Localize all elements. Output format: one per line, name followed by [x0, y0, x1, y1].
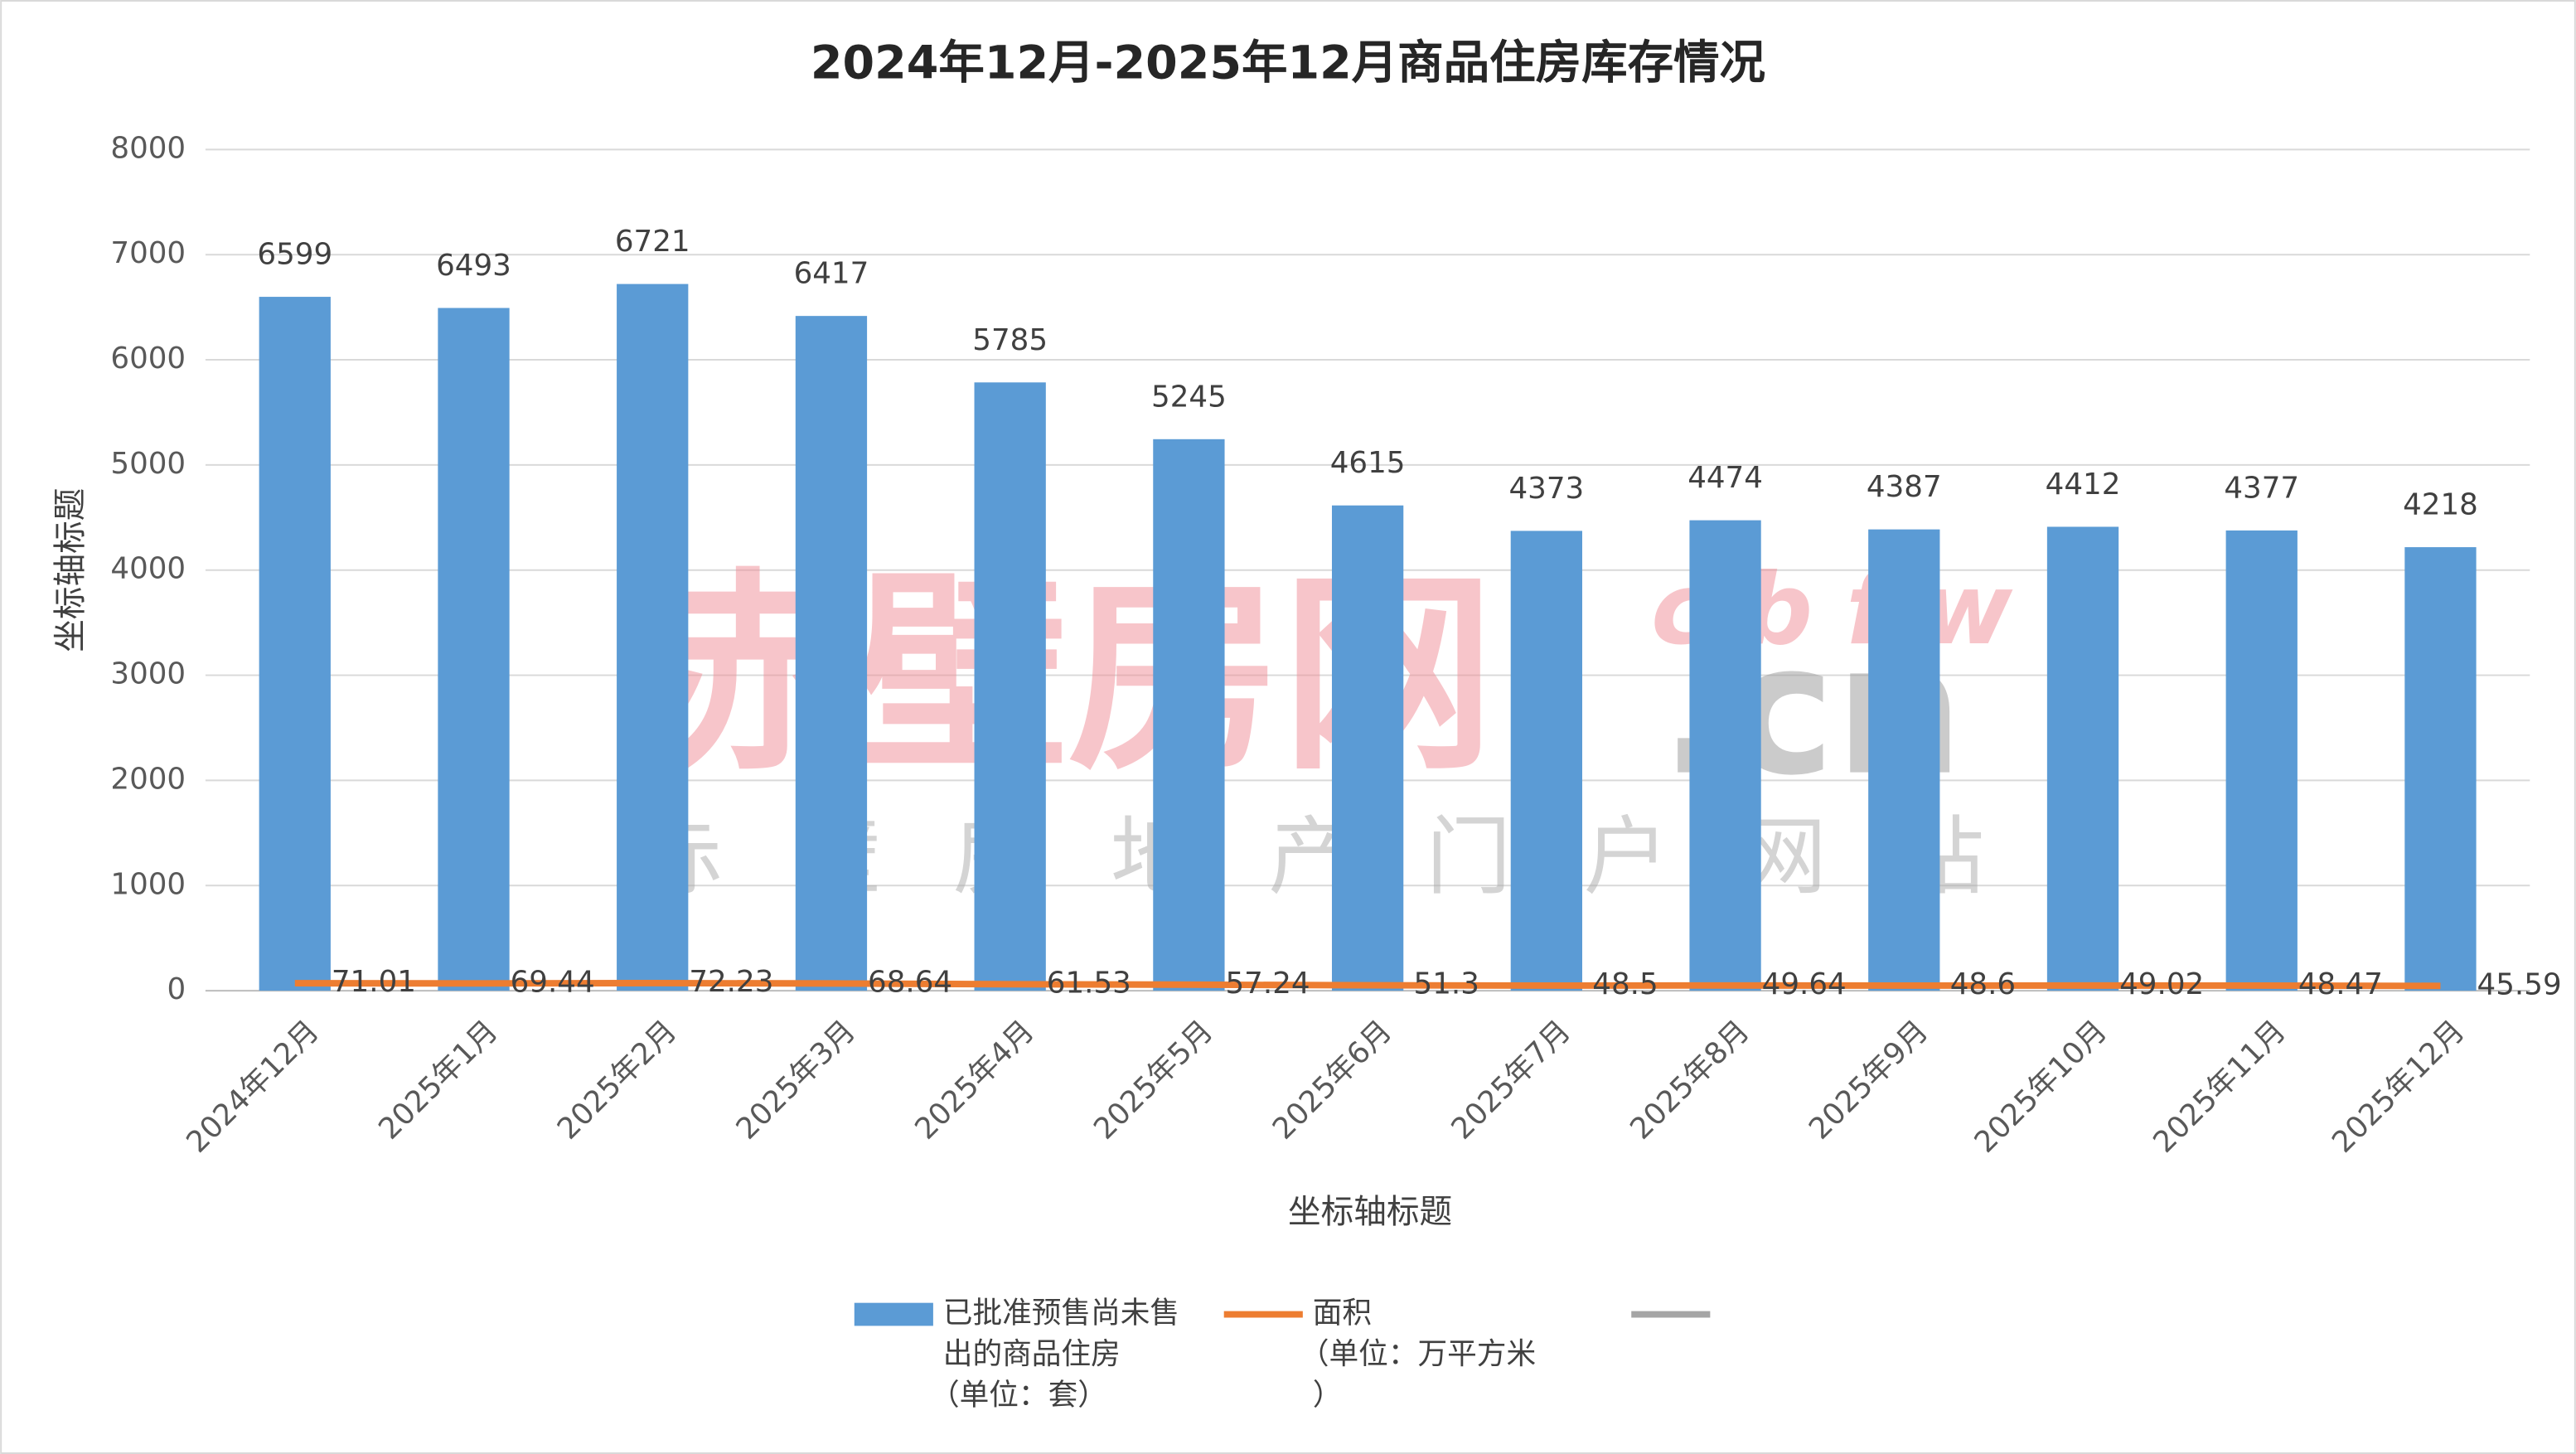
- bar: [1510, 531, 1582, 991]
- data-label: 48.47: [2298, 967, 2383, 1001]
- data-label: 71.01: [332, 965, 416, 999]
- data-label: 49.64: [1762, 967, 1847, 1001]
- data-label: 49.02: [2119, 967, 2204, 1001]
- data-label: 6493: [436, 249, 511, 283]
- data-label: 69.44: [511, 965, 595, 999]
- data-label: 4412: [2046, 468, 2121, 502]
- y-tick-label: 1000: [110, 867, 186, 901]
- data-label: 5245: [1151, 380, 1227, 414]
- data-label: 45.59: [2477, 967, 2562, 1001]
- bar: [1153, 439, 1225, 991]
- bar: [2225, 530, 2298, 991]
- legend-label: 已批准预售尚未售出的商品住房（单位：套）: [930, 1296, 1179, 1413]
- bar: [2404, 547, 2477, 991]
- data-label: 6721: [615, 225, 690, 259]
- bar: [438, 308, 510, 991]
- data-label: 72.23: [689, 965, 773, 999]
- y-tick-label: 7000: [110, 236, 186, 270]
- bar: [617, 284, 689, 991]
- line: [294, 979, 2441, 990]
- bar: [2046, 526, 2119, 991]
- bar: [259, 297, 331, 991]
- data-label: 4387: [1867, 470, 1942, 504]
- y-tick-label: 6000: [110, 342, 186, 376]
- data-label: 48.6: [1950, 967, 2016, 1001]
- data-label: 6417: [794, 257, 869, 291]
- bar: [974, 382, 1046, 991]
- y-tick-label: 0: [167, 972, 186, 1006]
- data-label: 4615: [1330, 446, 1406, 480]
- legend-label: 面积（单位：万平方米）: [1300, 1296, 1536, 1413]
- data-label: 4474: [1687, 461, 1763, 495]
- bar: [1331, 505, 1404, 991]
- y-tick-label: 8000: [110, 131, 186, 165]
- y-tick-label: 3000: [110, 657, 186, 691]
- data-label: 5785: [972, 323, 1048, 357]
- data-label: 4377: [2224, 471, 2299, 505]
- data-label: 4373: [1508, 472, 1584, 506]
- y-axis-title: 坐标轴标题: [51, 488, 90, 652]
- legend-swatch: [854, 1302, 933, 1326]
- chart-title: 2024年12月-2025年12月商品住房库存情况: [811, 36, 1765, 90]
- y-tick-label: 2000: [110, 762, 186, 796]
- data-label: 68.64: [868, 965, 952, 999]
- y-tick-label: 4000: [110, 552, 186, 586]
- data-label: 4218: [2403, 488, 2478, 522]
- bar: [1868, 529, 1940, 991]
- data-label: 6599: [257, 238, 332, 272]
- data-label: 61.53: [1047, 966, 1131, 1000]
- x-axis-title: 坐标轴标题: [1288, 1193, 1452, 1231]
- data-label: 57.24: [1225, 967, 1310, 1001]
- bar: [795, 316, 868, 991]
- data-label: 51.3: [1414, 967, 1479, 1001]
- y-tick-label: 5000: [110, 447, 186, 481]
- bar: [1689, 520, 1761, 991]
- data-label: 48.5: [1592, 967, 1658, 1001]
